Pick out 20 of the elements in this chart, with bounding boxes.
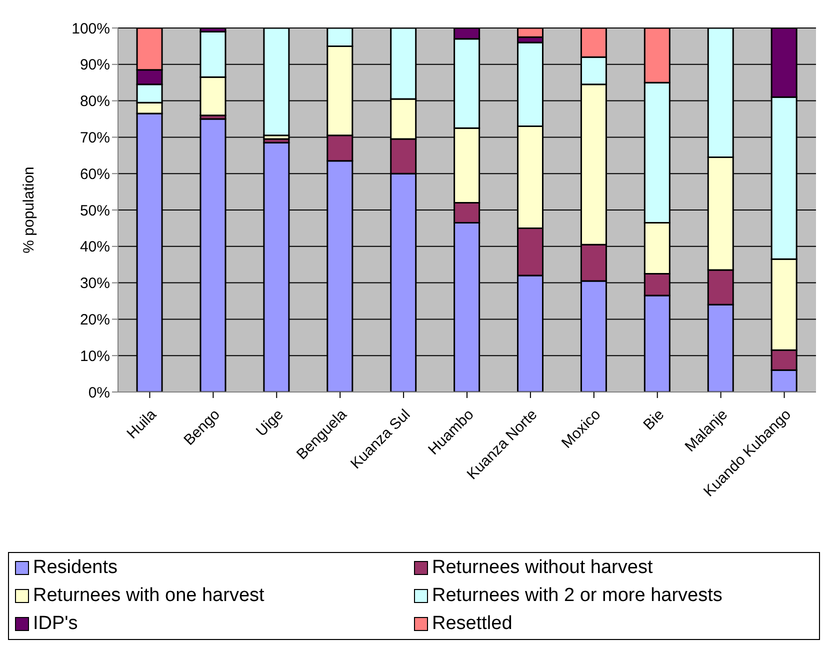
y-tick-label: 90%	[80, 56, 110, 74]
y-tick-label: 70%	[80, 130, 110, 147]
y-tick-label: 0%	[88, 384, 110, 402]
x-tick-label: Bie	[640, 406, 668, 434]
y-tick-label: 10%	[80, 348, 110, 365]
y-tick-label: 100%	[72, 20, 110, 38]
y-tick-label: 20%	[80, 312, 110, 329]
legend-label: Returnees with 2 or more harvests	[432, 585, 722, 607]
y-tick-label: 40%	[80, 238, 110, 256]
legend-label: Resettled	[432, 613, 512, 635]
y-tick-label: 50%	[80, 202, 110, 220]
y-tick-label: 60%	[80, 166, 110, 183]
legend-label: Returnees with one harvest	[33, 585, 264, 607]
y-tick-label: 30%	[80, 275, 110, 292]
x-tick-label: Uige	[252, 406, 287, 440]
legend-label: Returnees without harvest	[432, 557, 653, 579]
y-axis-title: % population	[20, 166, 38, 254]
legend-label: Residents	[33, 557, 118, 579]
legend-label: IDP's	[33, 613, 78, 635]
y-tick-label: 80%	[80, 93, 110, 110]
